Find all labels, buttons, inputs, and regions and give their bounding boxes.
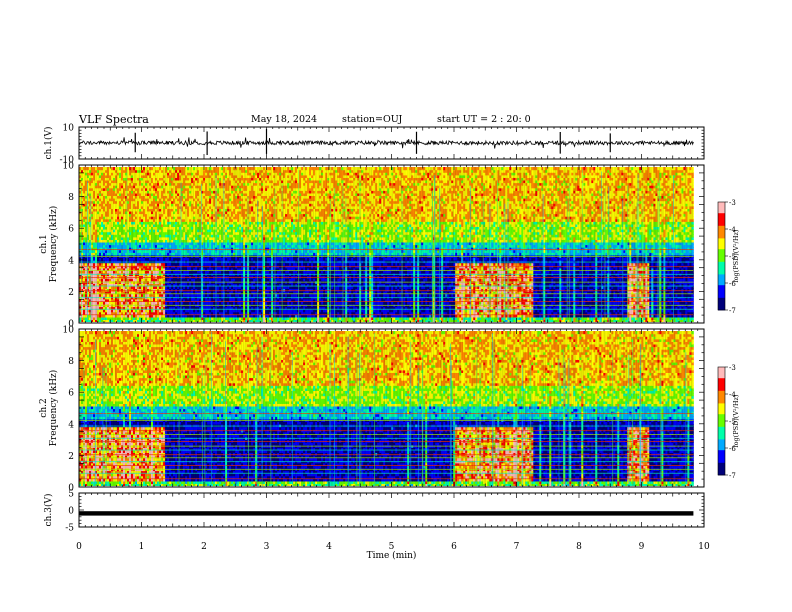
ch1-waveform-line — [78, 137, 694, 149]
station-label: station=OUJ — [342, 114, 402, 125]
ch1-spectrogram-panel — [79, 167, 704, 322]
chart-title: VLF Spectra — [79, 113, 149, 126]
date-label: May 18, 2024 — [251, 114, 317, 125]
ch1-waveform-panel — [78, 128, 694, 156]
start-time-label: start UT = 2 : 20: 0 — [437, 114, 531, 125]
